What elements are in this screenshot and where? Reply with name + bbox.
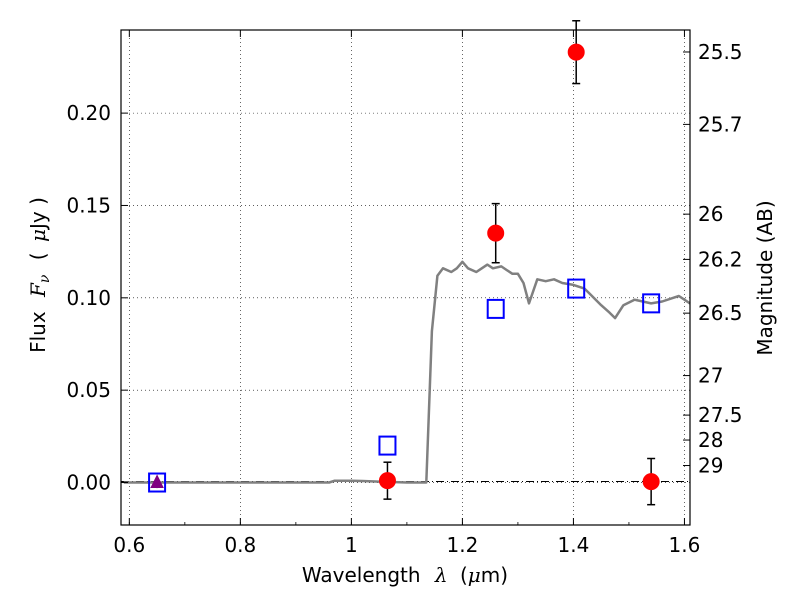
- y-tick-label: 0.20: [66, 101, 111, 125]
- y2-tick-label: 28: [698, 428, 723, 452]
- y2-tick-label: 26.2: [698, 247, 743, 271]
- model-photometry-square: [642, 293, 661, 314]
- y-tick-label: 0.00: [66, 471, 111, 495]
- x-tick-label: 1.2: [446, 533, 478, 557]
- y2-tick-label: 26.5: [698, 301, 743, 325]
- y-axis-label-unit-open: (: [26, 252, 50, 260]
- axis-ticks: 0.6 0.8 1 1.2 1.4 1.6 0.00 0.05 0.10 0.15 0.20 25.5…: [66, 30, 743, 557]
- x-axis-label: Wavelength λ (μm): [302, 563, 508, 587]
- plot-frame: [120, 29, 691, 526]
- x-tick-label: 0.6: [113, 533, 145, 557]
- y-axis-label-unit-mu: μ: [26, 229, 50, 242]
- observed-flux-point: [378, 472, 396, 490]
- x-tick-label: 1.6: [669, 533, 701, 557]
- y-axis-label-subscript: ν: [37, 274, 53, 283]
- x-axis-label-unit-open: (: [460, 563, 468, 587]
- y2-tick-label: 27: [698, 364, 723, 388]
- y2-tick-label: 26: [698, 202, 723, 226]
- x-axis-label-symbol: λ: [434, 563, 448, 587]
- model-photometry-square: [148, 472, 167, 493]
- x-axis-label-unit-rest: m): [481, 563, 508, 587]
- x-tick-label: 0.8: [224, 533, 256, 557]
- data-series: [123, 20, 691, 506]
- y2-axis-label: Magnitude (AB): [753, 200, 777, 355]
- y2-tick-label: 27.5: [698, 403, 743, 427]
- y2-tick-label: 25.7: [698, 112, 743, 136]
- y-axis-label-word: Flux: [26, 311, 50, 353]
- y2-tick-label: 25.5: [698, 40, 743, 64]
- y-tick-label: 0.10: [66, 286, 111, 310]
- x-tick-label: 1: [345, 533, 358, 557]
- y2-tick-label: 29: [698, 454, 723, 478]
- x-axis-label-unit-mu: μ: [468, 563, 481, 587]
- y-axis-label-symbol: F: [26, 282, 50, 298]
- plot-background: [121, 30, 690, 525]
- y-axis-label-unit-rest: Jy ): [26, 197, 50, 231]
- model-photometry-square: [486, 298, 505, 319]
- x-axis-label-word: Wavelength: [302, 563, 421, 587]
- y-axis-label: Flux Fν ( μJy ): [26, 197, 54, 353]
- upper-limit-marker: [150, 474, 164, 489]
- observed-flux-point: [567, 43, 585, 61]
- y-tick-label: 0.05: [66, 378, 111, 402]
- observed-flux-point: [487, 224, 505, 242]
- model-photometry-square: [378, 435, 397, 456]
- y-tick-label: 0.15: [66, 193, 111, 217]
- x-tick-label: 1.4: [558, 533, 590, 557]
- model-photometry-square: [567, 278, 586, 299]
- observed-flux-point: [642, 473, 660, 491]
